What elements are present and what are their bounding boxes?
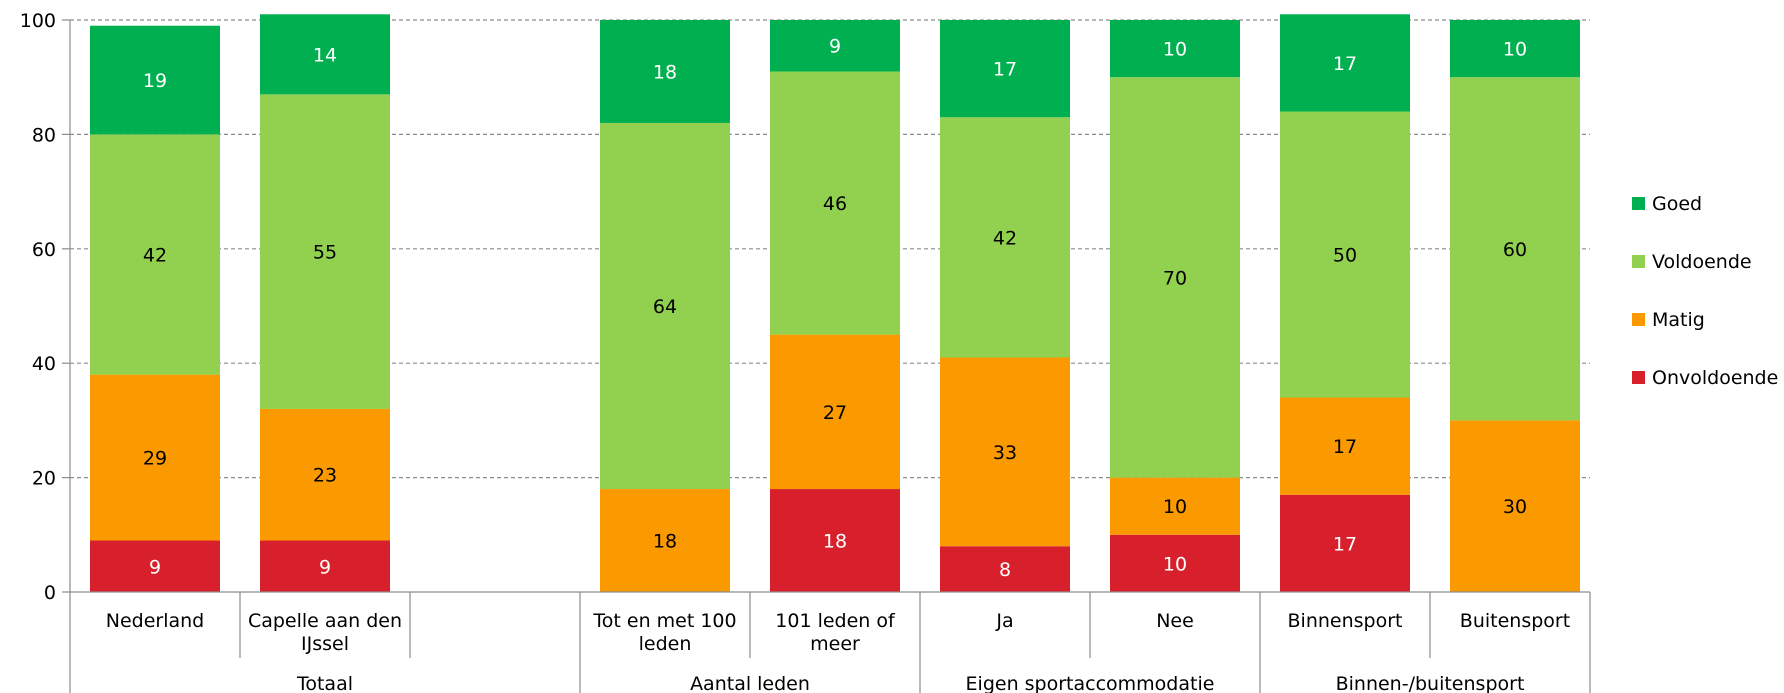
- data-label: 29: [143, 448, 167, 470]
- bar-segment-onvoldoende: [260, 540, 390, 592]
- bar-segment-voldoende: [770, 71, 900, 335]
- bar-segment-goed: [260, 14, 390, 95]
- data-label: 9: [149, 556, 161, 578]
- y-tick-label: 60: [32, 239, 56, 261]
- data-label: 64: [653, 296, 677, 318]
- bar-segment-voldoende: [600, 122, 730, 490]
- legend-label: Voldoende: [1652, 251, 1752, 273]
- y-axis-ticks: 0 20 40 60 80 100: [20, 10, 70, 604]
- data-label: 17: [1333, 533, 1357, 555]
- y-tick-label: 80: [32, 124, 56, 146]
- bar-segment-matig: [90, 374, 220, 541]
- y-tick-label: 40: [32, 353, 56, 375]
- legend-swatch-goed: [1632, 197, 1645, 210]
- data-label: 8: [999, 559, 1011, 581]
- bar-segment-goed: [1280, 14, 1410, 112]
- bar-segment-goed: [600, 20, 730, 123]
- group-label: Totaal: [296, 673, 353, 693]
- data-label: 10: [1503, 39, 1527, 61]
- data-label: 27: [823, 402, 847, 424]
- bar-segment-onvoldoende: [1280, 494, 1410, 592]
- data-label: 10: [1163, 496, 1187, 518]
- category-label: Nee: [1156, 610, 1194, 632]
- data-label: 10: [1163, 553, 1187, 575]
- data-label: 18: [653, 531, 677, 553]
- bar-segment-matig: [1280, 397, 1410, 495]
- category-label: Nederland: [106, 610, 205, 632]
- category-label: 101 leden of: [775, 610, 896, 632]
- bar-segment-goed: [940, 20, 1070, 118]
- data-label: 17: [1333, 436, 1357, 458]
- data-label: 42: [993, 227, 1017, 249]
- legend-swatch-onvoldoende: [1632, 371, 1645, 384]
- data-label: 42: [143, 245, 167, 267]
- group-label: Aantal leden: [690, 673, 810, 693]
- bar-segment-goed: [1110, 20, 1240, 78]
- legend-label: Onvoldoende: [1652, 367, 1778, 389]
- data-label: 17: [993, 59, 1017, 81]
- bar-segment-goed: [90, 25, 220, 135]
- axes: [69, 20, 1591, 693]
- data-label: 23: [313, 465, 337, 487]
- legend-label: Goed: [1652, 193, 1702, 215]
- y-tick-label: 100: [20, 10, 56, 32]
- bar-segment-goed: [1450, 20, 1580, 78]
- bar-segment-onvoldoende: [90, 540, 220, 592]
- bar-segment-matig: [1450, 420, 1580, 592]
- group-label: Eigen sportaccommodatie: [966, 673, 1215, 693]
- bar-segment-onvoldoende: [770, 489, 900, 592]
- legend-swatch-matig: [1632, 313, 1645, 326]
- bar-segment-voldoende: [260, 94, 390, 409]
- bar-segment-matig: [600, 489, 730, 592]
- data-label: 30: [1503, 496, 1527, 518]
- bar-segment-onvoldoende: [940, 546, 1070, 592]
- data-label: 9: [829, 36, 841, 58]
- data-label: 10: [1163, 39, 1187, 61]
- y-tick-label: 0: [44, 582, 56, 604]
- category-label: leden: [639, 633, 692, 655]
- category-label: Buitensport: [1460, 610, 1570, 632]
- bar-segment-voldoende: [1450, 77, 1580, 421]
- bar-segment-matig: [260, 408, 390, 541]
- category-label: Binnensport: [1288, 610, 1403, 632]
- data-label: 9: [319, 556, 331, 578]
- data-label: 55: [313, 242, 337, 264]
- data-label: 50: [1333, 245, 1357, 267]
- bar-segment-onvoldoende: [1110, 534, 1240, 592]
- data-label: 60: [1503, 239, 1527, 261]
- category-label: meer: [810, 633, 860, 655]
- data-label: 46: [823, 193, 847, 215]
- data-label: 18: [653, 61, 677, 83]
- group-label: Binnen-/buitensport: [1336, 673, 1525, 693]
- bar-segment-matig: [770, 334, 900, 490]
- bar-segment-voldoende: [1280, 111, 1410, 398]
- bar-segment-matig: [940, 357, 1070, 547]
- bar-segment-matig: [1110, 477, 1240, 535]
- data-label: 17: [1333, 53, 1357, 75]
- category-label: Ja: [995, 610, 1013, 632]
- data-label: 14: [313, 44, 337, 66]
- bar-segment-voldoende: [940, 117, 1070, 358]
- category-label: IJssel: [301, 633, 349, 655]
- bar-segment-voldoende: [90, 134, 220, 375]
- y-tick-label: 20: [32, 468, 56, 490]
- data-label: 33: [993, 442, 1017, 464]
- legend: Goed Voldoende Matig Onvoldoende: [1632, 193, 1778, 389]
- legend-label: Matig: [1652, 309, 1705, 331]
- data-label: 70: [1163, 267, 1187, 289]
- category-label: Tot en met 100: [592, 610, 736, 632]
- bars: 9 29 42 19 9 23 55 14 18 64 18 18 27 46 9 8 33 42 17 10 10 70…: [90, 14, 1580, 592]
- data-label: 19: [143, 70, 167, 92]
- legend-swatch-voldoende: [1632, 255, 1645, 268]
- bar-segment-goed: [770, 20, 900, 72]
- bar-segment-voldoende: [1110, 77, 1240, 478]
- data-label: 18: [823, 531, 847, 553]
- category-label: Capelle aan den: [248, 610, 402, 632]
